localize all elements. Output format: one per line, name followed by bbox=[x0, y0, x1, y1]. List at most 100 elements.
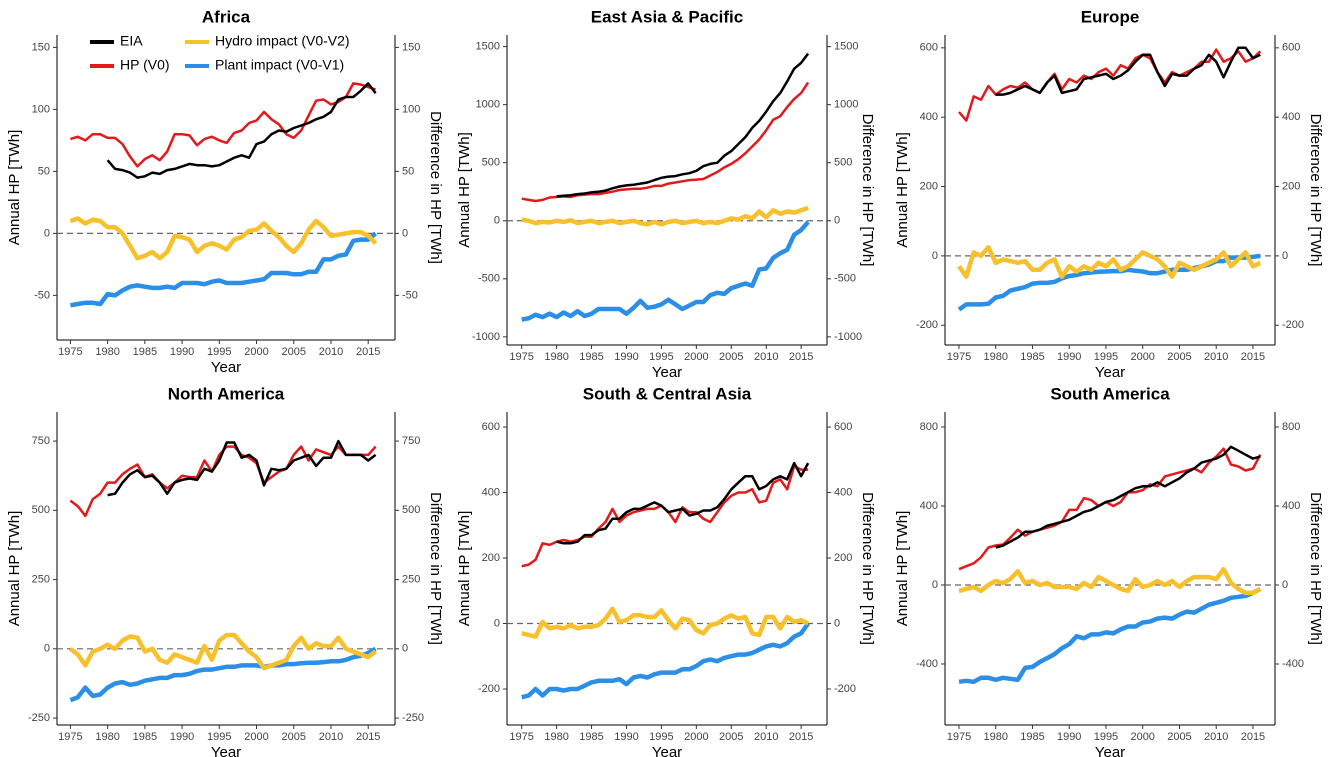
y2-tick-label: 0 bbox=[402, 643, 408, 655]
series-line bbox=[521, 205, 809, 227]
x-tick-label: 2000 bbox=[1130, 351, 1154, 363]
x-axis-title: Year bbox=[1095, 364, 1125, 381]
y2-tick-label: 200 bbox=[834, 552, 852, 564]
y2-tick-label: 1000 bbox=[834, 99, 858, 111]
x-tick-label: 2010 bbox=[754, 351, 778, 363]
series-line bbox=[995, 445, 1261, 549]
x-axis-title: Year bbox=[652, 364, 682, 381]
x-tick-label: 1990 bbox=[170, 346, 194, 358]
series-line bbox=[521, 622, 810, 700]
y2-axis-title: Difference in HP [TWh] bbox=[859, 492, 876, 645]
panel-title: Europe bbox=[1081, 7, 1140, 26]
y2-tick-label: 100 bbox=[402, 103, 420, 115]
series-line bbox=[521, 81, 810, 203]
series-line bbox=[69, 646, 377, 703]
x-tick-label: 2005 bbox=[719, 351, 743, 363]
y-tick-label: -200 bbox=[916, 319, 938, 331]
y2-tick-label: -200 bbox=[834, 683, 856, 695]
y-tick-label: 0 bbox=[494, 215, 500, 227]
x-tick-label: 1985 bbox=[579, 731, 603, 743]
panel-title: South America bbox=[1050, 384, 1170, 403]
y2-tick-label: 0 bbox=[1282, 579, 1288, 591]
x-tick-label: 1980 bbox=[544, 731, 568, 743]
panel: East Asia & Pacific Year Annual HP [TWh] Di… bbox=[456, 7, 876, 380]
y-axis-title: Annual HP [TWh] bbox=[6, 130, 23, 246]
series-line bbox=[958, 447, 1262, 571]
x-tick-label: 2015 bbox=[789, 731, 813, 743]
y-tick-label: 50 bbox=[38, 165, 50, 177]
y-axis-title: Annual HP [TWh] bbox=[894, 132, 911, 248]
y-tick-label: 400 bbox=[920, 500, 938, 512]
y-tick-label: -200 bbox=[478, 683, 500, 695]
series-line bbox=[957, 244, 1262, 279]
x-tick-label: 1990 bbox=[170, 731, 194, 743]
x-tick-label: 2015 bbox=[1241, 351, 1265, 363]
y-axis-title: Annual HP [TWh] bbox=[894, 511, 911, 627]
x-tick-label: 1980 bbox=[95, 731, 119, 743]
panel: Africa Year Annual HP [TWh] Difference in H… bbox=[6, 7, 444, 375]
x-tick-label: 1985 bbox=[133, 346, 157, 358]
y-axis-title: Annual HP [TWh] bbox=[456, 132, 473, 248]
series-line bbox=[521, 606, 810, 639]
x-tick-label: 1975 bbox=[58, 346, 82, 358]
series-line bbox=[556, 52, 810, 198]
y-tick-label: -1000 bbox=[472, 331, 500, 343]
y2-tick-label: 500 bbox=[402, 504, 420, 516]
y-tick-label: 1500 bbox=[476, 41, 500, 53]
x-tick-label: 2015 bbox=[789, 351, 813, 363]
x-tick-label: 2010 bbox=[754, 731, 778, 743]
y2-tick-label: -50 bbox=[402, 289, 418, 301]
legend-label: EIA bbox=[120, 33, 143, 49]
x-tick-label: 1980 bbox=[544, 351, 568, 363]
x-tick-label: 1985 bbox=[1020, 731, 1044, 743]
x-tick-label: 1975 bbox=[947, 351, 971, 363]
x-tick-label: 1995 bbox=[649, 731, 673, 743]
x-tick-label: 1995 bbox=[207, 346, 231, 358]
panel: South & Central Asia Year Annual HP [TWh] D… bbox=[456, 384, 876, 757]
series-line bbox=[70, 231, 378, 308]
y-tick-label: 250 bbox=[32, 573, 50, 585]
y-axis-title: Annual HP [TWh] bbox=[6, 511, 23, 627]
y2-axis-title: Difference in HP [TWh] bbox=[1307, 492, 1324, 645]
series-line bbox=[958, 586, 1262, 685]
series-line bbox=[70, 82, 377, 168]
y2-tick-label: 400 bbox=[1282, 111, 1300, 123]
x-tick-label: 2005 bbox=[1167, 731, 1191, 743]
x-tick-label: 1975 bbox=[509, 351, 533, 363]
x-axis-title: Year bbox=[211, 744, 241, 757]
y-tick-label: 400 bbox=[920, 111, 938, 123]
x-tick-label: 2010 bbox=[1204, 351, 1228, 363]
x-tick-label: 1975 bbox=[509, 731, 533, 743]
x-tick-label: 2005 bbox=[719, 731, 743, 743]
y-tick-label: 150 bbox=[32, 41, 50, 53]
panel: South America Year Annual HP [TWh] Differen… bbox=[894, 384, 1324, 757]
x-tick-label: 2000 bbox=[684, 731, 708, 743]
y-tick-label: 0 bbox=[932, 250, 938, 262]
y2-tick-label: 0 bbox=[1282, 250, 1288, 262]
y2-tick-label: 600 bbox=[834, 421, 852, 433]
x-tick-label: 1990 bbox=[614, 351, 638, 363]
y2-tick-label: 500 bbox=[834, 157, 852, 169]
x-axis-title: Year bbox=[211, 359, 241, 376]
x-tick-label: 2010 bbox=[1204, 731, 1228, 743]
y-tick-label: 0 bbox=[44, 227, 50, 239]
x-tick-label: 1990 bbox=[1057, 351, 1081, 363]
y-tick-label: 400 bbox=[482, 486, 500, 498]
series-line bbox=[995, 46, 1261, 96]
x-tick-label: 1995 bbox=[1094, 351, 1118, 363]
series-line bbox=[521, 465, 809, 568]
panel-title: South & Central Asia bbox=[583, 384, 752, 403]
y-tick-label: 0 bbox=[44, 643, 50, 655]
panel-title: North America bbox=[168, 384, 285, 403]
x-tick-label: 2000 bbox=[244, 731, 268, 743]
x-tick-label: 1980 bbox=[983, 351, 1007, 363]
y-tick-label: 600 bbox=[920, 42, 938, 54]
y-tick-label: -50 bbox=[34, 289, 50, 301]
y2-tick-label: -400 bbox=[1282, 658, 1304, 670]
y-tick-label: 0 bbox=[494, 617, 500, 629]
series-line bbox=[106, 82, 377, 179]
y-tick-label: 200 bbox=[920, 180, 938, 192]
y-tick-label: 750 bbox=[32, 435, 50, 447]
y2-tick-label: 50 bbox=[402, 165, 414, 177]
